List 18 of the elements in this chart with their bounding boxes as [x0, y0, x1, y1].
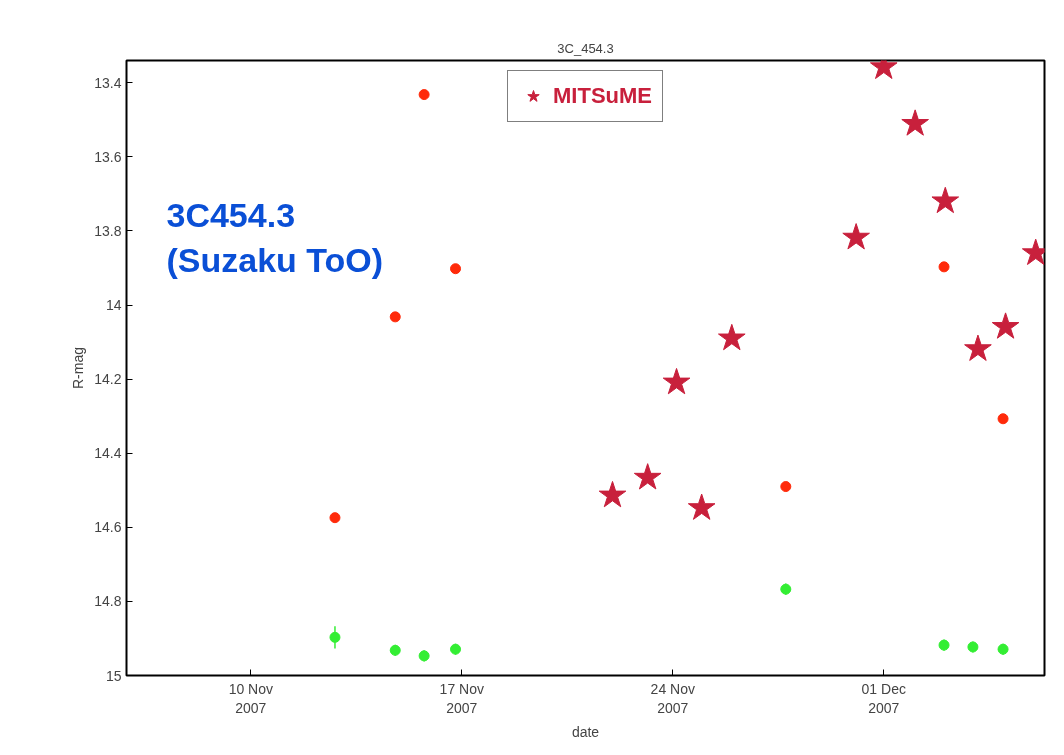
y-tick-label: 14.2	[94, 371, 122, 388]
y-tick-label: 14.8	[94, 593, 122, 610]
x-tick-label: 10 Nov 2007	[228, 680, 274, 716]
legend-label: MITSuME	[553, 83, 652, 109]
y-tick-label: 13.8	[94, 222, 122, 239]
y-tick-label: 13.6	[94, 148, 122, 165]
x-tick-label: 17 Nov 2007	[439, 680, 484, 716]
y-axis-title: R-mag	[70, 346, 87, 389]
x-axis-title: date	[571, 723, 600, 740]
x-tick-label: 01 Dec 2007	[861, 680, 906, 716]
y-tick-label: 14.4	[94, 445, 122, 462]
y-tick-label: 15	[105, 667, 122, 684]
y-tick-label: 13.4	[94, 74, 122, 91]
y-tick-label: 14	[105, 297, 122, 314]
annotation: 3C454.3 (Suzaku ToO)	[166, 195, 384, 280]
chart-title: 3C_454.3	[557, 40, 614, 56]
x-tick-label: 24 Nov 2007	[650, 680, 695, 716]
y-tick-label: 14.6	[94, 519, 122, 536]
